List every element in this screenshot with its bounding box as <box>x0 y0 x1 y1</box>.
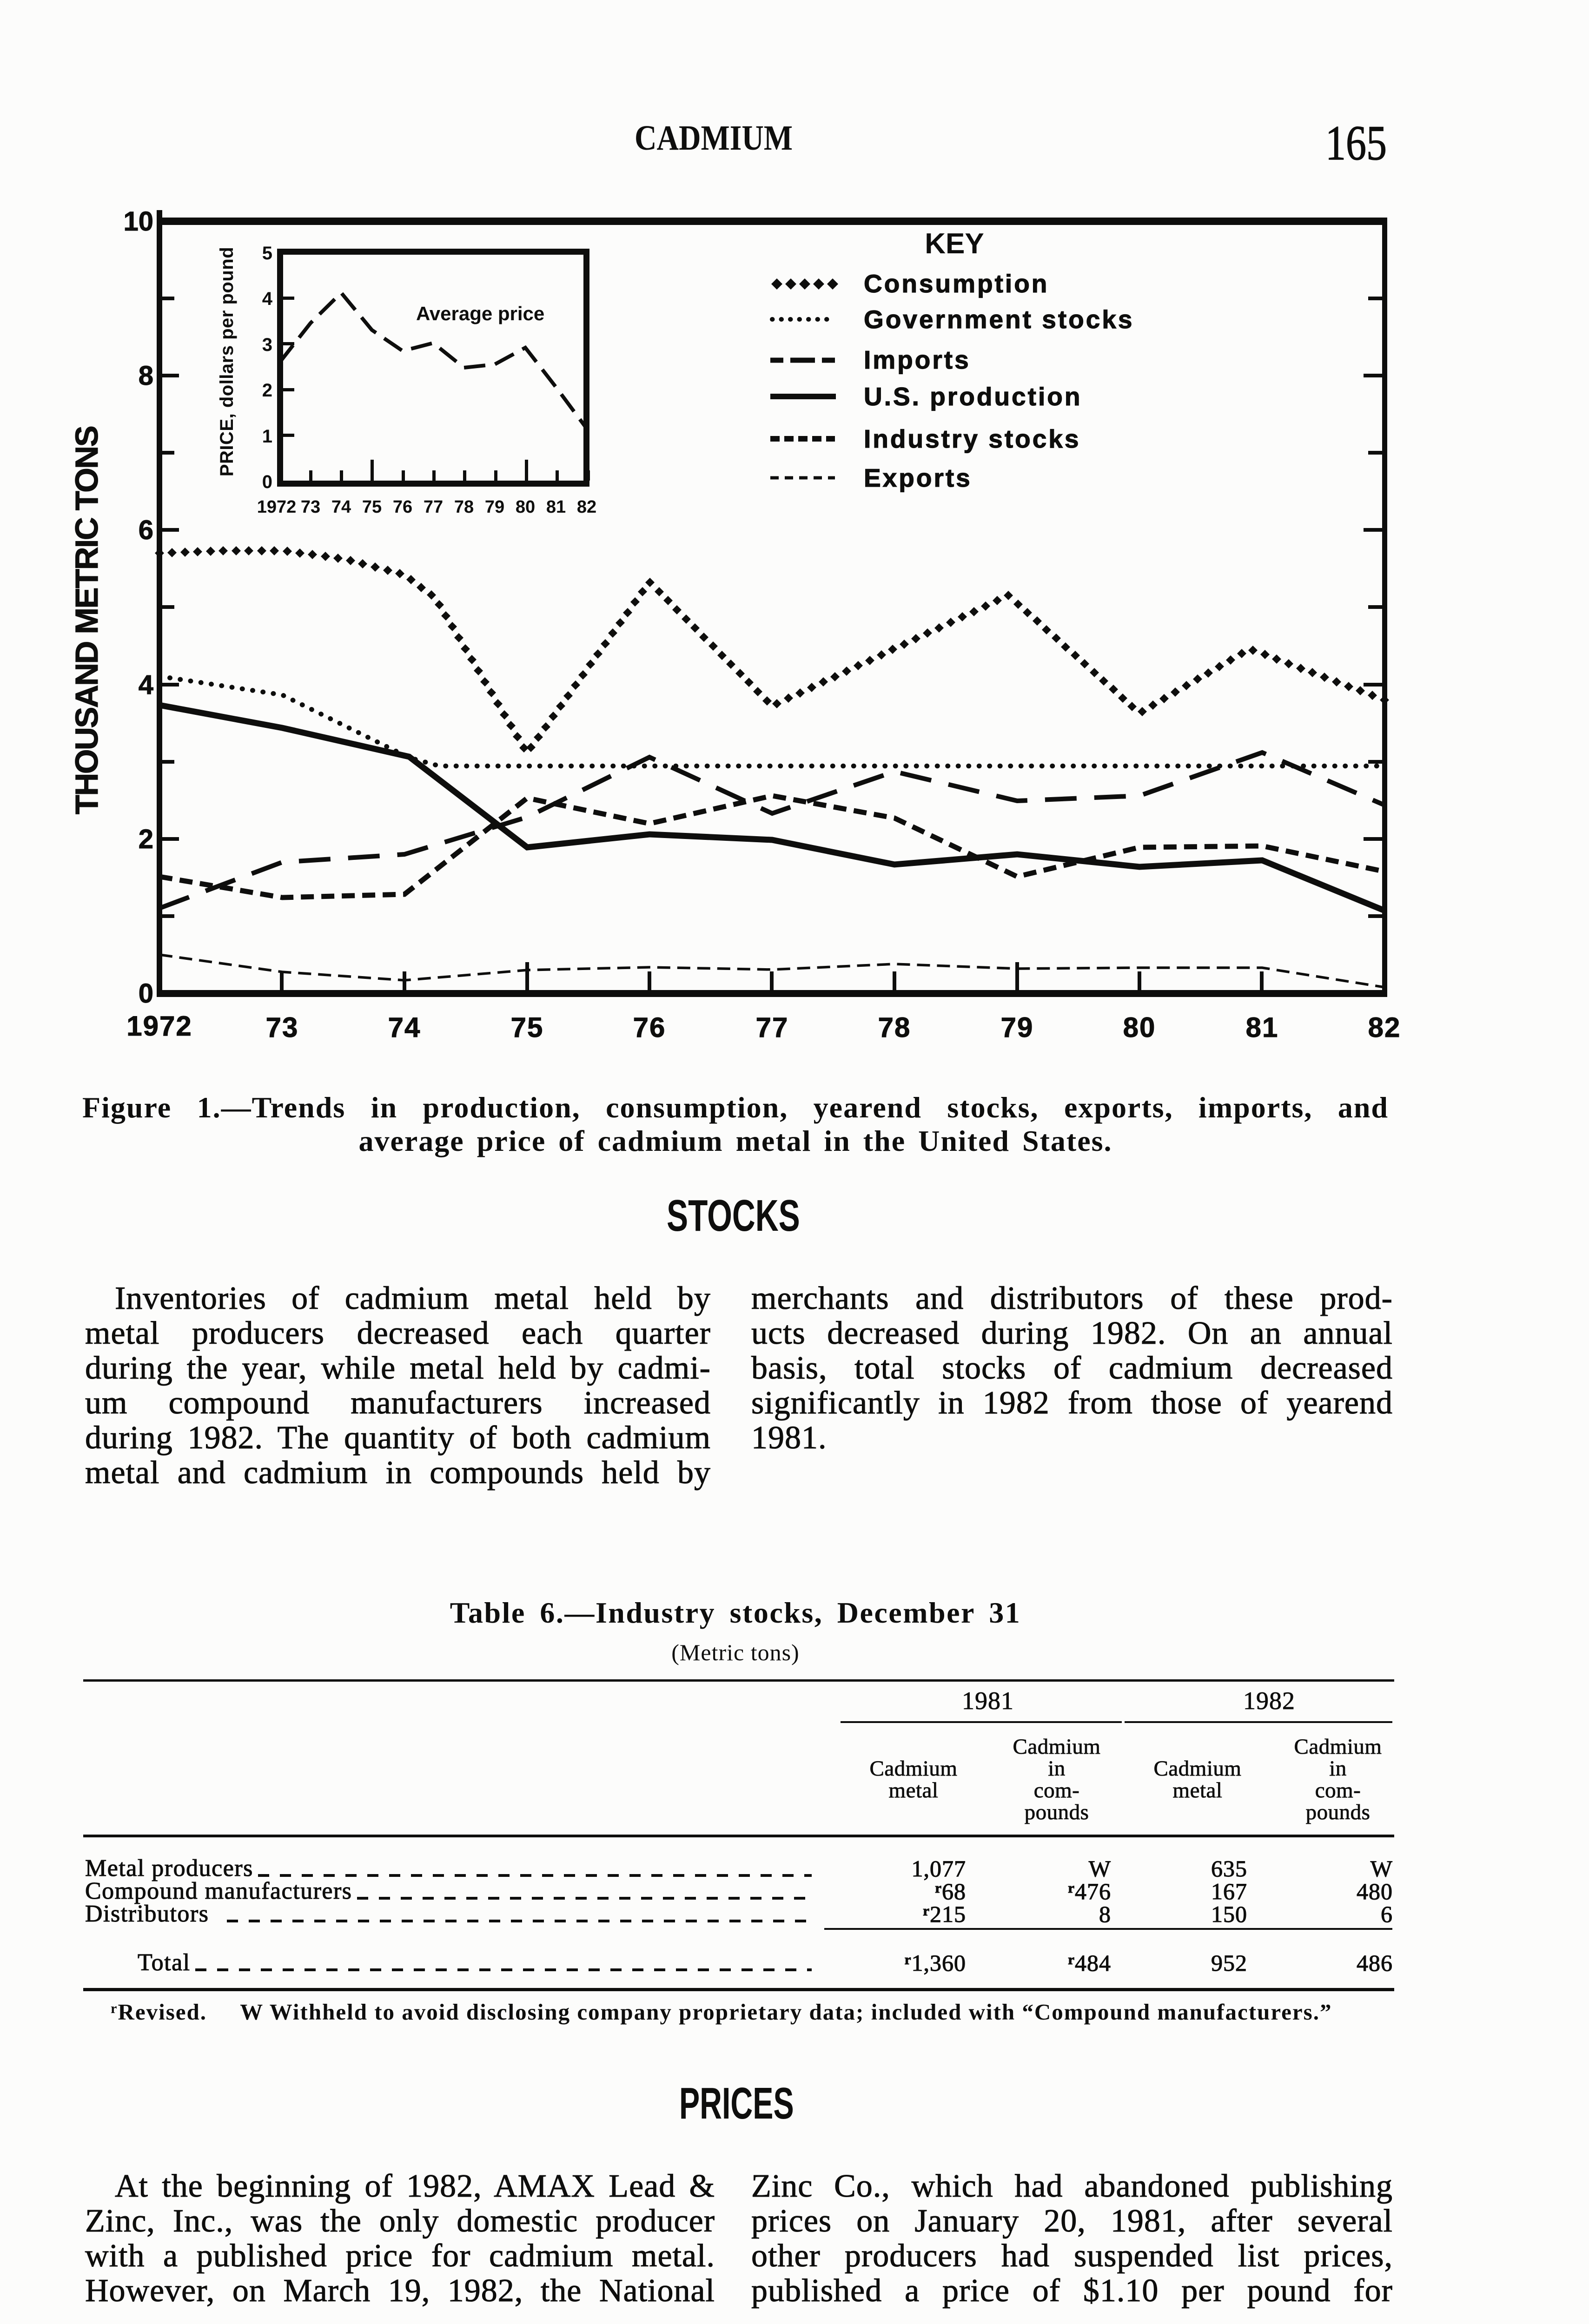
svg-text:1972: 1972 <box>126 1010 192 1042</box>
svg-text:8: 8 <box>139 361 153 391</box>
svg-text:81: 81 <box>546 497 566 517</box>
svg-text:Average price: Average price <box>416 303 544 324</box>
svg-text:73: 73 <box>301 497 320 517</box>
svg-text:5: 5 <box>262 243 272 264</box>
svg-text:THOUSAND METRIC TONS: THOUSAND METRIC TONS <box>69 426 105 814</box>
svg-text:Exports: Exports <box>864 463 972 492</box>
svg-text:76: 76 <box>393 497 412 517</box>
svg-text:Imports: Imports <box>864 345 971 374</box>
svg-text:10: 10 <box>123 206 153 237</box>
svg-text:U.S. production: U.S. production <box>864 382 1082 411</box>
svg-text:2: 2 <box>262 380 272 401</box>
svg-text:77: 77 <box>424 497 443 517</box>
svg-text:78: 78 <box>878 1012 911 1043</box>
svg-text:74: 74 <box>388 1012 421 1043</box>
svg-text:0: 0 <box>262 472 272 492</box>
svg-text:4: 4 <box>262 289 273 309</box>
svg-text:73: 73 <box>266 1012 299 1043</box>
svg-text:76: 76 <box>633 1012 666 1043</box>
svg-text:79: 79 <box>485 497 504 517</box>
svg-text:Government stocks: Government stocks <box>864 305 1134 334</box>
svg-text:KEY: KEY <box>925 228 984 260</box>
svg-text:3: 3 <box>262 335 272 355</box>
svg-text:74: 74 <box>331 497 351 517</box>
svg-text:0: 0 <box>139 978 153 1009</box>
svg-text:2: 2 <box>139 824 153 854</box>
svg-text:79: 79 <box>1001 1012 1034 1043</box>
svg-text:82: 82 <box>1368 1012 1401 1043</box>
svg-text:Industry stocks: Industry stocks <box>864 424 1081 453</box>
svg-text:1972: 1972 <box>257 497 297 517</box>
svg-text:81: 81 <box>1246 1012 1279 1043</box>
svg-text:82: 82 <box>577 497 596 517</box>
svg-text:PRICE, dollars per pound: PRICE, dollars per pound <box>217 247 237 476</box>
svg-text:Consumption: Consumption <box>864 269 1049 298</box>
svg-text:6: 6 <box>139 515 153 545</box>
svg-text:77: 77 <box>756 1012 789 1043</box>
svg-text:80: 80 <box>1123 1012 1156 1043</box>
svg-text:78: 78 <box>454 497 474 517</box>
svg-text:75: 75 <box>362 497 382 517</box>
svg-text:1: 1 <box>262 426 272 447</box>
svg-text:4: 4 <box>139 670 153 700</box>
svg-text:80: 80 <box>516 497 535 517</box>
svg-text:75: 75 <box>511 1012 544 1043</box>
